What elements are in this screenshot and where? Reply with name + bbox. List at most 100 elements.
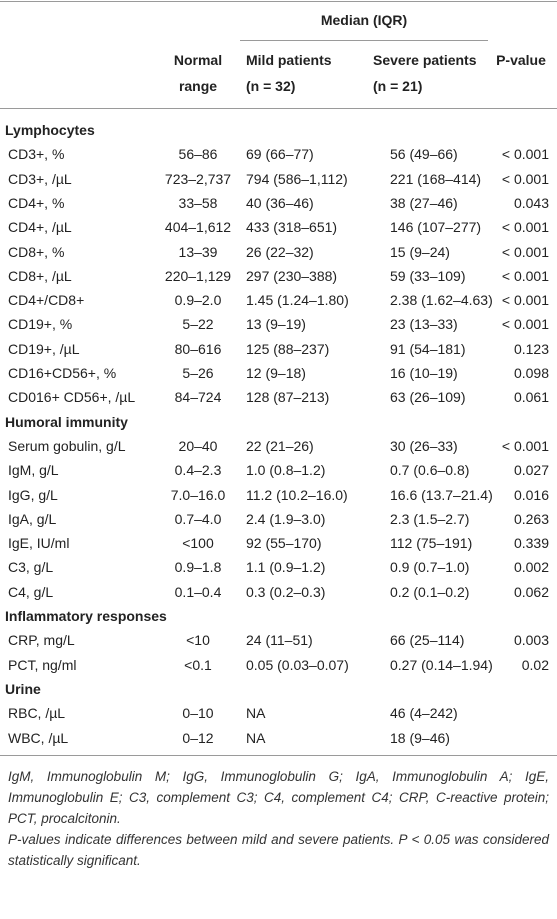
mild-value: 2.4 (1.9–3.0)	[246, 510, 326, 527]
p-value: 0.263	[513, 510, 549, 527]
severe-value: 112 (75–191)	[390, 535, 473, 552]
p-value: < 0.001	[501, 170, 549, 187]
row-label: CD8+, %	[8, 243, 65, 260]
severe-value: 15 (9–24)	[390, 243, 450, 260]
row-label: C4, g/L	[8, 583, 54, 600]
normal-range: 7.0–16.0	[170, 486, 226, 503]
mild-value: 297 (230–388)	[246, 267, 338, 284]
severe-value: 56 (49–66)	[390, 146, 458, 163]
normal-range: 80–616	[174, 340, 222, 357]
severe-value: 59 (33–109)	[390, 267, 466, 284]
row-label: CD8+, /µL	[8, 267, 72, 284]
p-value: < 0.001	[501, 267, 549, 284]
normal-range: 56–86	[178, 146, 218, 163]
mild-value: 40 (36–46)	[246, 194, 314, 211]
severe-value: 2.38 (1.62–4.63)	[390, 292, 493, 309]
mild-value: 22 (21–26)	[246, 437, 314, 454]
mild-value: 0.05 (0.03–0.07)	[246, 656, 349, 673]
p-value: 0.062	[513, 583, 549, 600]
row-label: CD4+, /µL	[8, 219, 72, 236]
severe-value: 63 (26–109)	[390, 389, 466, 406]
row-label: Serum gobulin, g/L	[8, 437, 126, 454]
normal-range: 404–1,612	[164, 219, 232, 236]
p-value: 0.016	[513, 486, 549, 503]
severe-value: 0.9 (0.7–1.0)	[390, 559, 470, 576]
row-label: CD3+, %	[8, 146, 65, 163]
mild-value: 433 (318–651)	[246, 219, 338, 236]
mild-value: 125 (88–237)	[246, 340, 330, 357]
row-label: IgA, g/L	[8, 510, 57, 527]
mild-value: 794 (586–1,112)	[246, 170, 348, 187]
row-label: RBC, /µL	[8, 705, 66, 722]
column-header: P-value	[496, 52, 546, 68]
bottom-rule	[0, 755, 557, 756]
row-label: CD19+, /µL	[8, 340, 80, 357]
mild-value: 1.0 (0.8–1.2)	[246, 462, 326, 479]
column-header: Normal	[173, 52, 223, 68]
normal-range: <10	[186, 632, 210, 649]
p-value: 0.339	[513, 535, 549, 552]
severe-value: 0.27 (0.14–1.94)	[390, 656, 493, 673]
group-header: Median (IQR)	[320, 12, 408, 28]
section-title: Inflammatory responses	[5, 608, 167, 624]
normal-range: 0.9–1.8	[174, 559, 222, 576]
mild-value: NA	[246, 705, 266, 722]
row-label: CRP, mg/L	[8, 632, 75, 649]
row-label: C3, g/L	[8, 559, 54, 576]
row-label: IgM, g/L	[8, 462, 59, 479]
mild-value: 0.3 (0.2–0.3)	[246, 583, 326, 600]
p-value: 0.002	[513, 559, 549, 576]
footnote: P-values indicate differences between mi…	[8, 832, 549, 868]
column-header: (n = 21)	[373, 78, 423, 94]
normal-range: 0.4–2.3	[174, 462, 222, 479]
p-value: < 0.001	[501, 316, 549, 333]
normal-range: 33–58	[178, 194, 218, 211]
normal-range: 20–40	[178, 437, 218, 454]
section-title: Lymphocytes	[5, 122, 95, 138]
p-value: 0.123	[513, 340, 549, 357]
group-rule	[240, 40, 488, 41]
p-value: < 0.001	[501, 243, 549, 260]
p-value: < 0.001	[501, 146, 549, 163]
row-label: PCT, ng/ml	[8, 656, 77, 673]
row-label: CD016+ CD56+, /µL	[8, 389, 136, 406]
header-rule	[0, 108, 557, 109]
normal-range: 0.9–2.0	[174, 292, 222, 309]
mild-value: 128 (87–213)	[246, 389, 330, 406]
severe-value: 38 (27–46)	[390, 194, 458, 211]
column-header: range	[178, 78, 218, 94]
severe-value: 23 (13–33)	[390, 316, 458, 333]
footnote: IgM, Immunoglobulin M; IgG, Immunoglobul…	[8, 769, 549, 826]
severe-value: 18 (9–46)	[390, 729, 450, 746]
severe-value: 146 (107–277)	[390, 219, 482, 236]
normal-range: 0.1–0.4	[174, 583, 222, 600]
p-value: < 0.001	[501, 292, 549, 309]
normal-range: 5–26	[182, 365, 214, 381]
row-label: IgE, IU/ml	[8, 535, 70, 552]
mild-value: NA	[246, 729, 266, 746]
normal-range: 5–22	[182, 316, 214, 333]
section-title: Humoral immunity	[5, 413, 128, 430]
mild-value: 26 (22–32)	[246, 243, 314, 260]
p-value: 0.003	[513, 632, 549, 649]
normal-range: 13–39	[178, 243, 218, 260]
severe-value: 221 (168–414)	[390, 170, 482, 187]
p-value: 0.02	[521, 656, 549, 673]
normal-range: 0–12	[182, 729, 214, 746]
mild-value: 24 (11–51)	[246, 632, 313, 649]
row-label: CD16+CD56+, %	[8, 365, 117, 381]
row-label: CD3+, /µL	[8, 170, 72, 187]
normal-range: 0–10	[182, 705, 214, 722]
normal-range: <100	[182, 535, 214, 552]
severe-value: 66 (25–114)	[390, 632, 465, 649]
severe-value: 30 (26–33)	[390, 437, 458, 454]
column-header: (n = 32)	[246, 78, 296, 94]
p-value: < 0.001	[501, 219, 549, 236]
severe-value: 91 (54–181)	[390, 340, 466, 357]
column-header: Severe patients	[373, 52, 477, 68]
severe-value: 16.6 (13.7–21.4)	[390, 486, 493, 503]
severe-value: 0.7 (0.6–0.8)	[390, 462, 470, 479]
mild-value: 11.2 (10.2–16.0)	[246, 486, 348, 503]
section-title: Urine	[5, 680, 41, 697]
